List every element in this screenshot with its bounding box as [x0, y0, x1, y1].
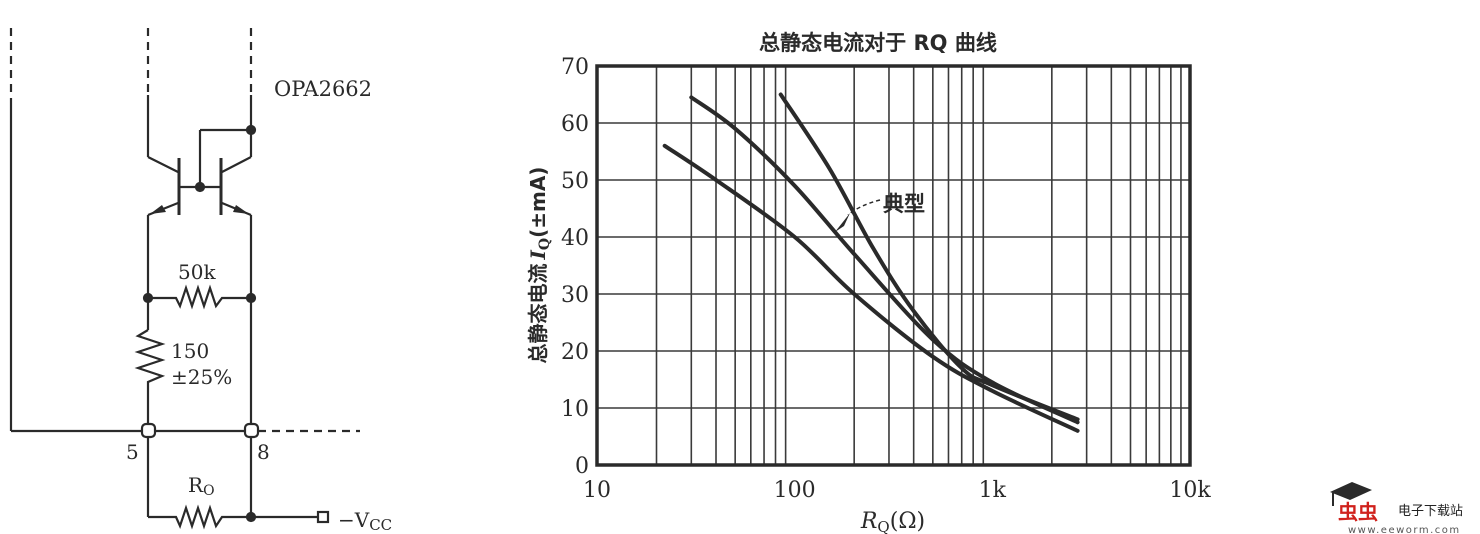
ro-label: RO	[188, 473, 215, 499]
watermark-url: www.eeworm.com	[1348, 525, 1461, 534]
y-tick-label: 60	[561, 112, 589, 137]
pin-5-label: 5	[126, 440, 139, 464]
y-tick-label: 70	[561, 55, 589, 80]
supply-label: −VCC	[338, 508, 392, 534]
x-tick-label: 10	[583, 478, 611, 503]
chart-grid	[597, 66, 1190, 465]
watermark-brand: 电子下载站	[1398, 504, 1463, 519]
plot-frame	[595, 64, 1192, 467]
resistor-150-tolerance: ±25%	[171, 365, 232, 389]
curve-min	[662, 143, 1080, 433]
annotation-leader	[847, 199, 881, 216]
x-axis-ticks: 10 100 1k 10k	[583, 478, 1211, 503]
y-axis-label: 总静态电流IQ(±mA)	[526, 167, 553, 364]
watermark-logo: 虫虫	[1338, 500, 1378, 524]
annotation-typical: 典型	[883, 192, 925, 216]
resistor-150-value: 150	[171, 339, 209, 363]
y-tick-label: 30	[561, 283, 589, 308]
y-tick-label: 0	[575, 454, 589, 479]
y-tick-label: 40	[561, 226, 589, 251]
y-axis-ticks: 0 10 20 30 40 50 60 70	[561, 55, 589, 479]
y-tick-label: 20	[561, 340, 589, 365]
y-tick-label: 50	[561, 169, 589, 194]
y-tick-label: 10	[561, 397, 589, 422]
chart-title: 总静态电流对于 RQ 曲线	[759, 31, 997, 55]
resistor-50k-label: 50k	[178, 260, 216, 284]
x-tick-label: 100	[774, 478, 816, 503]
curve-typical	[689, 95, 1080, 425]
pin-8-label: 8	[257, 440, 270, 464]
chip-label: OPA2662	[274, 77, 372, 101]
circuit-schematic	[9, 28, 360, 530]
graduation-cap-icon	[1330, 482, 1372, 500]
watermark: 虫虫 电子下载站 www.eeworm.com	[1330, 482, 1463, 534]
x-axis-label: RQ(Ω)	[860, 509, 925, 534]
chart-curves	[662, 92, 1080, 433]
schematic-labels: OPA2662 50k 150 ±25% 5 8 RO −VCC	[126, 77, 392, 534]
x-tick-label: 1k	[979, 478, 1007, 503]
annotation-arrow-icon	[835, 213, 850, 232]
curve-max	[778, 92, 1080, 422]
x-tick-label: 10k	[1169, 478, 1211, 503]
